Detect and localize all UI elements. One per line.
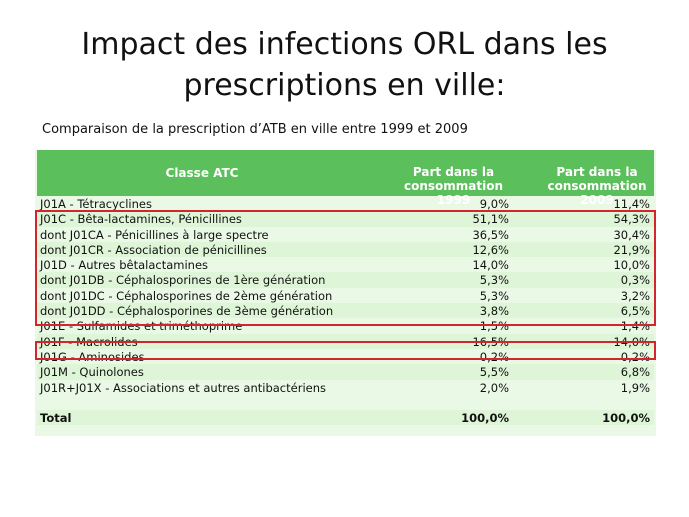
slide-title-line2: prescriptions en ville:	[183, 68, 506, 103]
table-row: J01A - Tétracyclines 9,0% 11,4%	[37, 196, 654, 211]
table-row: J01G - Aminosides 0,2% 0,2%	[37, 349, 654, 364]
row-value-1999: 5,5%	[479, 365, 509, 380]
row-value-2009: 0,3%	[620, 273, 650, 288]
row-value-2009: 54,3%	[613, 212, 650, 227]
table-row: J01R+J01X - Associations et autres antib…	[37, 380, 654, 395]
slide-title-line1: Impact des infections ORL dans les	[81, 27, 608, 62]
row-label: dont J01DB - Céphalosporines de 1ère gén…	[40, 273, 326, 288]
row-value-1999: 5,3%	[479, 273, 509, 288]
total-value-1999: 100,0%	[461, 410, 509, 425]
header-1999-line2: consommation 1999	[403, 179, 504, 207]
table-row: J01D - Autres bêtalactamines 14,0% 10,0%	[37, 257, 654, 272]
row-label: J01E - Sulfamides et triméthoprime	[40, 319, 243, 334]
row-value-2009: 30,4%	[613, 227, 650, 242]
row-value-2009: 1,4%	[620, 319, 650, 334]
row-value-2009: 3,2%	[620, 288, 650, 303]
row-label: J01M - Quinolones	[40, 365, 144, 380]
row-label: J01C - Bêta-lactamines, Pénicillines	[40, 212, 242, 227]
table-body: J01A - Tétracyclines 9,0% 11,4% J01C - B…	[37, 196, 654, 426]
row-value-2009: 21,9%	[613, 242, 650, 257]
header-classe-atc: Classe ATC	[165, 166, 239, 180]
atc-table: Classe ATC Part dans la consommation 199…	[35, 150, 656, 436]
table-row: dont J01DD - Céphalosporines de 3ème gén…	[37, 303, 654, 319]
row-value-1999: 9,0%	[479, 197, 509, 211]
row-value-1999: 5,3%	[479, 288, 509, 303]
row-value-2009: 0,2%	[620, 349, 650, 364]
row-value-2009: 6,5%	[620, 304, 650, 319]
header-2009-line1: Part dans la	[556, 165, 638, 179]
highlight-box-macrolides	[35, 341, 656, 360]
row-value-2009: 11,4%	[613, 197, 650, 211]
row-value-1999: 36,5%	[472, 227, 509, 242]
table-row: dont J01DB - Céphalosporines de 1ère gén…	[37, 272, 654, 288]
table-row: J01M - Quinolones 5,5% 6,8%	[37, 364, 654, 380]
row-label: dont J01CR - Association de pénicillines	[40, 242, 267, 257]
row-label: J01D - Autres bêtalactamines	[40, 258, 209, 273]
row-value-1999: 3,8%	[479, 304, 509, 319]
row-label: J01R+J01X - Associations et autres antib…	[40, 380, 326, 395]
total-label: Total	[40, 410, 72, 425]
row-value-1999: 12,6%	[472, 242, 509, 257]
header-2009-line2: consommation 2009	[547, 179, 647, 207]
highlight-box-beta-lactamines	[35, 210, 656, 326]
table-row: J01C - Bêta-lactamines, Pénicillines 51,…	[37, 211, 654, 227]
row-value-1999: 51,1%	[472, 212, 509, 227]
table-row: dont J01CR - Association de pénicillines…	[37, 241, 654, 258]
row-label: dont J01DC - Céphalosporines de 2ème gén…	[40, 288, 333, 303]
row-label: dont J01DD - Céphalosporines de 3ème gén…	[40, 304, 334, 319]
table-row: dont J01CA - Pénicillines à large spectr…	[37, 227, 654, 242]
table-row-total: Total 100,0% 100,0%	[37, 409, 654, 426]
header-2009: Part dans la consommation 2009	[510, 165, 654, 207]
row-label: dont J01CA - Pénicillines à large spectr…	[40, 227, 269, 242]
row-value-2009: 1,9%	[620, 380, 650, 395]
total-value-2009: 100,0%	[602, 410, 650, 425]
row-value-2009: 10,0%	[613, 258, 650, 273]
slide-title: Impact des infections ORL dans les presc…	[0, 24, 689, 106]
slide-subtitle: Comparaison de la prescription d’ATB en …	[42, 122, 468, 137]
table-row: dont J01DC - Céphalosporines de 2ème gén…	[37, 288, 654, 303]
row-value-1999: 2,0%	[479, 380, 509, 395]
table-header: Classe ATC Part dans la consommation 199…	[37, 150, 654, 207]
row-label: J01A - Tétracyclines	[40, 197, 152, 211]
row-label: J01G - Aminosides	[40, 349, 145, 364]
row-value-1999: 1,5%	[479, 319, 509, 334]
table-row: J01E - Sulfamides et triméthoprime 1,5% …	[37, 318, 654, 333]
row-value-1999: 14,0%	[472, 258, 509, 273]
row-value-2009: 6,8%	[620, 365, 650, 380]
row-value-1999: 0,2%	[479, 349, 509, 364]
header-1999-line1: Part dans la	[412, 165, 495, 179]
header-1999: Part dans la consommation 1999	[367, 165, 510, 207]
